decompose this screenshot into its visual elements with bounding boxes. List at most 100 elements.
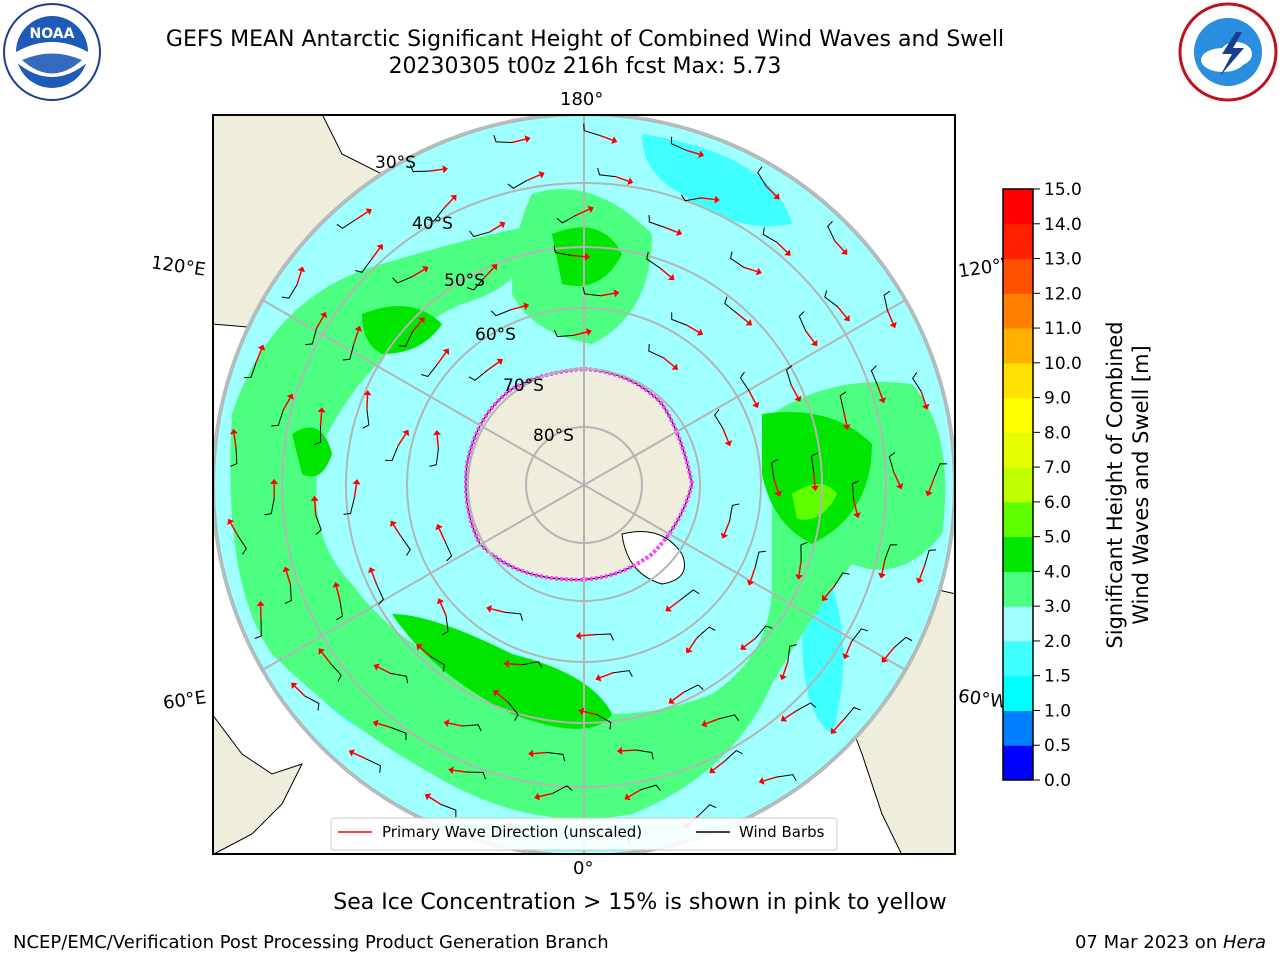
wave-arrow-head	[270, 478, 279, 484]
colorbar-segment	[1003, 606, 1033, 642]
wind-barb	[468, 369, 488, 381]
wind-barb	[912, 372, 922, 392]
wave-arrow-head	[821, 594, 829, 601]
wind-barb	[469, 230, 490, 238]
wind-barb	[696, 626, 716, 639]
wind-barb	[683, 684, 704, 693]
wave-direction-arrow	[315, 315, 325, 329]
colorbar-tick-label: 9.0	[1044, 389, 1071, 409]
wave-arrow-head	[575, 631, 581, 640]
wave-arrow-head	[373, 663, 380, 671]
wave-direction-arrow	[920, 391, 927, 406]
wave-arrow-head	[523, 302, 530, 310]
lat-label-80: 80°S	[533, 426, 574, 446]
wind-barb	[739, 371, 750, 392]
wave-direction-arrow	[296, 270, 303, 285]
wind-barb	[504, 611, 523, 621]
wave-arrow-head	[881, 656, 889, 663]
lon-label-60e: 60°E	[161, 687, 208, 714]
wave-arrow-head	[685, 647, 693, 654]
wave-direction-arrow	[508, 663, 523, 666]
lat-label-40: 40°S	[412, 214, 453, 234]
wave-arrow-head	[368, 567, 376, 574]
wave-arrow-head	[450, 194, 457, 202]
wave-arrow-head	[843, 314, 850, 322]
wave-arrow-head	[755, 267, 762, 276]
wind-barb	[681, 194, 702, 202]
wave-direction-arrow	[763, 776, 778, 782]
wave-direction-arrow	[321, 651, 331, 664]
wave-direction-arrow	[397, 433, 407, 447]
colorbar-label: Significant Height of Combined Wind Wave…	[1103, 321, 1153, 648]
wind-barb	[796, 702, 817, 712]
wave-arrow-head	[496, 358, 503, 366]
wave-arrow-head	[795, 574, 803, 580]
wave-arrow-head	[493, 690, 500, 697]
lat-label-60: 60°S	[475, 325, 516, 345]
wind-barb	[884, 544, 898, 561]
wave-arrow-head	[435, 524, 443, 531]
wave-direction-arrow	[615, 175, 629, 182]
colorbar-segment	[1003, 189, 1033, 225]
wave-direction-arrow	[664, 226, 678, 234]
wind-barb	[646, 251, 661, 269]
wave-arrow-head	[448, 766, 454, 775]
wave-direction-arrow	[852, 499, 858, 514]
wind-barb	[697, 804, 717, 817]
colorbar-tick-label: 2.0	[1044, 632, 1071, 652]
wave-direction-arrow	[352, 752, 367, 760]
wave-arrow-head	[611, 136, 618, 144]
polar-map[interactable]: 30°S 40°S 50°S 60°S 70°S 80°S Primary Wa…	[212, 114, 956, 855]
wind-barb	[785, 365, 793, 386]
wave-arrow-head	[714, 195, 720, 204]
wave-direction-arrow	[233, 433, 237, 448]
wind-barb	[870, 365, 879, 386]
wind-barb	[315, 514, 322, 535]
wave-direction-arrow	[448, 722, 463, 727]
wind-barb	[507, 701, 519, 721]
caption: Sea Ice Concentration > 15% is shown in …	[333, 890, 947, 915]
lon-label-120e: 120°E	[149, 252, 207, 281]
wave-direction-arrow	[893, 471, 901, 486]
wave-direction-arrow	[487, 361, 500, 371]
wind-barb	[729, 251, 745, 268]
wave-direction-arrow	[837, 306, 848, 318]
colorbar-tick-label: 4.0	[1044, 562, 1071, 582]
wave-direction-arrow	[782, 661, 789, 676]
wave-direction-arrow	[571, 254, 586, 258]
wave-arrow-head	[780, 714, 788, 722]
wave-arrow-head	[696, 328, 704, 336]
nws-logo	[1178, 2, 1278, 102]
wind-barb	[553, 245, 572, 256]
colorbar-segment	[1003, 397, 1033, 433]
wave-direction-arrow	[488, 224, 502, 233]
wind-barb	[883, 290, 891, 311]
wind-barb	[264, 497, 275, 516]
wave-direction-arrow	[438, 528, 446, 542]
wave-direction-arrow	[419, 646, 432, 658]
wind-barb	[762, 227, 778, 243]
wind-barb	[467, 771, 486, 780]
wave-arrow-head	[227, 518, 235, 526]
wave-arrow-head	[878, 397, 887, 404]
wave-direction-arrow	[784, 710, 797, 719]
colorbar-segment	[1003, 710, 1033, 746]
wave-direction-arrow	[700, 197, 715, 201]
wave-arrow-head	[698, 150, 705, 159]
wind-barb	[714, 409, 724, 429]
colorbar-segment	[1003, 745, 1033, 781]
wave-direction-arrow	[533, 751, 548, 755]
wind-barb	[490, 309, 511, 317]
wave-direction-arrow	[377, 666, 391, 675]
wave-direction-arrow	[496, 692, 509, 703]
wave-arrow-head	[665, 605, 672, 612]
wave-arrow-head	[830, 727, 838, 734]
wave-direction-arrow	[686, 324, 700, 333]
wave-direction-arrow	[776, 241, 788, 253]
wave-direction-arrow	[392, 524, 402, 537]
wave-direction-arrow	[366, 395, 369, 410]
wind-barb	[547, 751, 566, 762]
colorbar-segment	[1003, 432, 1033, 468]
wind-barb	[771, 458, 778, 479]
wind-barb	[390, 727, 407, 741]
